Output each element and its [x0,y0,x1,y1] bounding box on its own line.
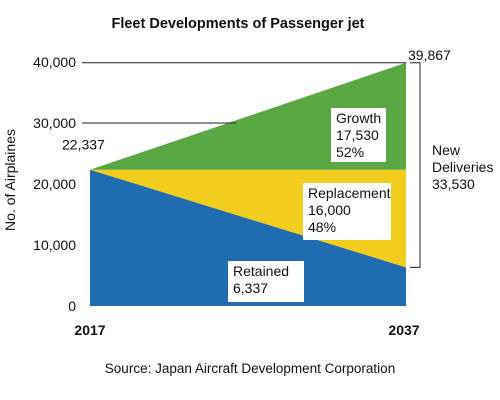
replacement-label: 16,000 [308,202,351,218]
area-growth [90,62,406,170]
new-deliveries-label: Deliveries [432,159,493,175]
replacement-label-box [303,183,391,240]
y-tick-label: 30,000 [33,115,76,131]
y-tick-label: 0 [68,298,76,314]
y-axis-label: No. of Airplaines [2,129,18,231]
source-note: Source: Japan Aircraft Development Corpo… [105,361,395,376]
y-axis: 0 10,000 20,000 30,000 40,000 [33,54,76,314]
growth-label: Growth [336,110,381,126]
new-deliveries-label: New [432,142,461,158]
start-total-label: 22,337 [62,137,105,153]
area-retained [90,169,406,306]
new-deliveries-bracket [410,62,421,268]
chart-title: Fleet Developments of Passenger jet [111,16,364,32]
x-tick-2017: 2017 [74,322,105,338]
end-total-label: 39,867 [408,47,451,63]
y-tick-label: 10,000 [33,237,76,253]
y-tick-label: 20,000 [33,176,76,192]
growth-label: 52% [336,144,364,160]
retained-label: Retained [233,263,289,279]
y-tick-label: 40,000 [33,54,76,70]
retained-label: 6,337 [233,280,268,296]
replacement-label: 48% [308,219,336,235]
x-tick-2037: 2037 [388,322,419,338]
replacement-label: Replacement [308,185,391,201]
growth-label-box [331,108,386,162]
growth-label: 17,530 [336,127,379,143]
new-deliveries-label: 33,530 [432,176,475,192]
retained-label-box [228,261,304,302]
